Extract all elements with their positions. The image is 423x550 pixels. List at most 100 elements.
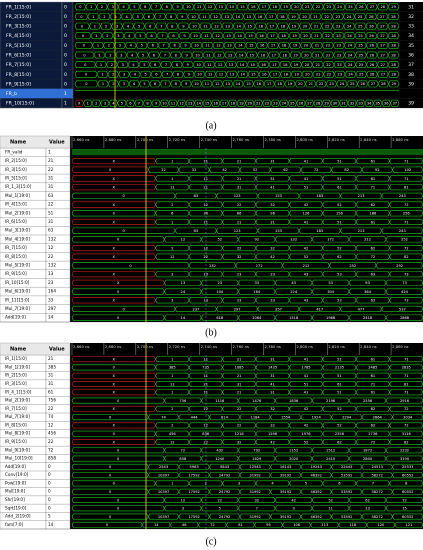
bus-value: 27: [371, 82, 376, 86]
signal-value: 14: [48, 315, 54, 320]
bus-value: 61: [371, 220, 376, 224]
bus-value: 9: [176, 5, 179, 9]
signal-value: 31: [48, 381, 54, 386]
signal-name: FR_2[15:0]: [6, 14, 31, 20]
bus-value: 11: [328, 507, 333, 511]
bus-value: 1976: [301, 432, 311, 436]
bus-value: 15: [251, 73, 256, 77]
bus-value: 23: [336, 34, 341, 38]
bus-value: 2418: [363, 316, 373, 320]
signal-name: Conv[19:0]: [5, 472, 29, 477]
bus-value: 72: [371, 440, 376, 444]
signal-name: IR_10[15:0]: [5, 280, 30, 285]
bus-value: 2664: [373, 415, 383, 419]
bus-value: 17: [270, 34, 275, 38]
bus-value: 0: [85, 82, 88, 86]
bus-value: 3: [182, 507, 184, 511]
bus-value: 11: [203, 177, 208, 181]
bus-value: 18: [273, 5, 278, 9]
bus-value: 23: [337, 63, 342, 67]
signal-name: Mul_1[19:0]: [5, 364, 30, 369]
time-label: 2,760 ns: [233, 137, 249, 142]
bus-value: 12: [218, 63, 223, 67]
bus-value: 22: [237, 424, 242, 428]
signal-name: FR_valid: [5, 149, 23, 154]
bus-value: 6: [150, 34, 153, 38]
bus-value: 13: [224, 15, 229, 19]
time-label: 2,680 ns: [105, 344, 121, 349]
value-header: Value: [49, 347, 65, 353]
bus-value: 14: [236, 82, 241, 86]
bus-value: 5: [143, 82, 145, 86]
bus-value: 27: [381, 73, 386, 77]
bus-value: X: [78, 101, 81, 105]
bus-value: 14: [154, 523, 159, 527]
signal-value: 0: [64, 53, 67, 59]
signal-name: FR_9[15:0]: [6, 81, 31, 87]
bus-value: 60552: [402, 473, 413, 477]
bus-value: 1216: [235, 432, 245, 436]
bus-value: 42: [304, 407, 309, 411]
bus-value: 4: [122, 5, 125, 9]
bus-segment: [389, 405, 423, 412]
bus-value: 25: [359, 53, 364, 57]
bus-value: 2: [106, 34, 108, 38]
bus-value: 27: [307, 101, 312, 105]
bus-value: 10: [193, 34, 198, 38]
bus-value: 39192: [280, 515, 291, 519]
bus-value: 2: [111, 63, 113, 67]
bus-value: 27: [370, 5, 375, 9]
signal-name: Add[19:0]: [5, 315, 26, 320]
bus-value: 24: [340, 82, 345, 86]
bus-value: 73: [404, 299, 409, 303]
bus-value: 32: [237, 440, 242, 444]
bus-value: 1629: [252, 457, 262, 461]
bus-value: 1: [171, 374, 173, 378]
bus-value: X: [113, 391, 116, 395]
bus-value: 72: [181, 449, 186, 453]
bus-segment: [389, 381, 423, 387]
bus-value: 71: [404, 374, 409, 378]
wave-area: [0, 343, 423, 529]
bus-segment: [389, 184, 423, 191]
signal-name: Mul_8[19:0]: [5, 431, 30, 436]
bus-value: 14: [240, 73, 245, 77]
bus-value: 0: [122, 194, 125, 198]
bus-value: 0: [113, 212, 116, 216]
bus-value: 51: [337, 391, 342, 395]
bus-value: 53592: [341, 490, 352, 494]
bus-value: 456: [169, 432, 177, 436]
bus-value: 13: [365, 507, 370, 511]
bus-value: 1240: [215, 457, 225, 461]
bus-value: 52: [337, 407, 342, 411]
bus-value: 43: [304, 272, 309, 276]
bus-value: 2020: [289, 457, 299, 461]
signal-value: 1: [64, 91, 67, 97]
bus-value: 14: [229, 5, 234, 9]
bus-value: 11: [203, 391, 208, 395]
bus-value: 243: [399, 229, 406, 233]
bus-value: 1872: [363, 449, 372, 453]
bus-value: 2736: [368, 432, 378, 436]
bus-value: 15: [250, 63, 255, 67]
bus-value: 33: [254, 281, 259, 285]
bus-value: 25: [358, 34, 363, 38]
signal-value: 0: [64, 14, 67, 20]
bus-segment: [389, 244, 423, 252]
bus-value: 28: [381, 5, 386, 9]
bus-value: 27: [380, 34, 385, 38]
time-label: 2,680 ns: [105, 137, 121, 142]
bus-value: 17592: [188, 473, 199, 477]
bus-value: 22443: [341, 465, 352, 469]
signal-name: Shr[19:0]: [5, 497, 25, 502]
signal-name: Mul_6[19:0]: [5, 289, 30, 294]
bus-value: 13: [181, 281, 186, 285]
bus-value: 74: [161, 415, 166, 419]
bus-value: 51: [337, 374, 342, 378]
bus-value: 5: [143, 63, 145, 67]
bus-value: 1: [97, 44, 99, 48]
bus-value: 26: [370, 73, 375, 77]
bus-segment: [389, 218, 423, 226]
bus-value: 2232: [400, 449, 409, 453]
